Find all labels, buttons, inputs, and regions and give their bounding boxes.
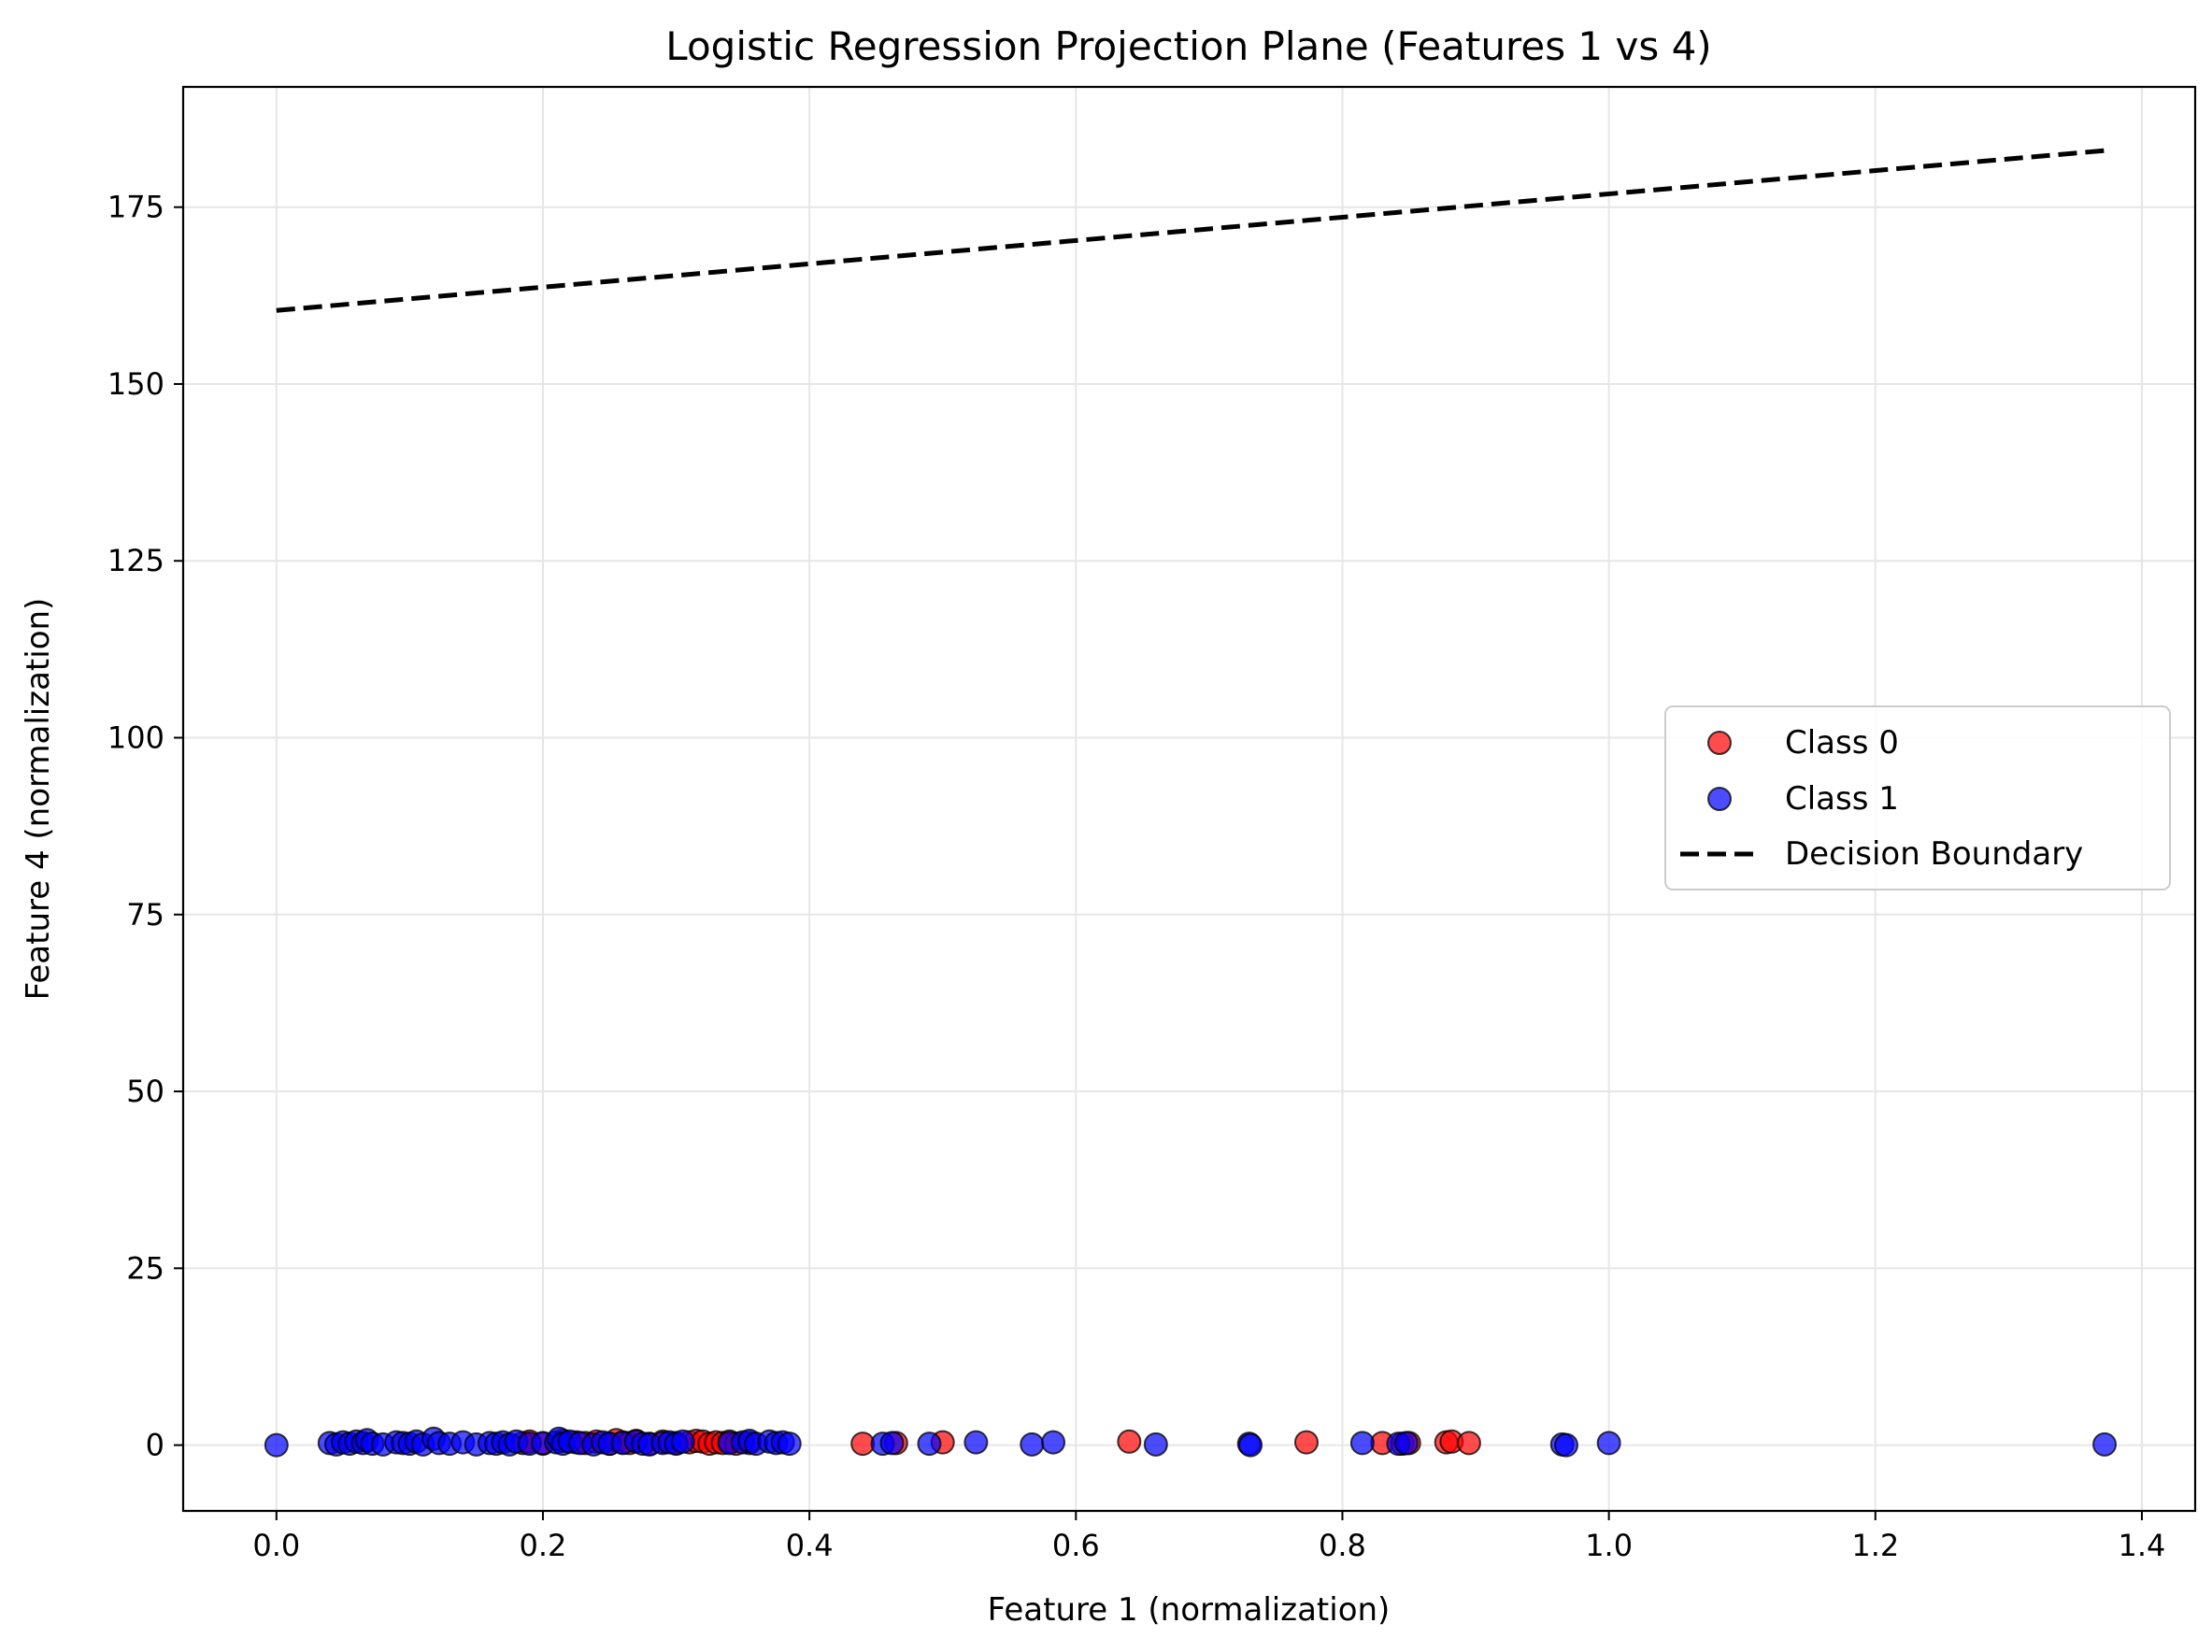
legend-marker-class-1 [1707, 787, 1732, 811]
x-tick-label: 0.4 [786, 1528, 834, 1563]
scatter-point-class-1 [1393, 1431, 1419, 1456]
scatter-point-class-0 [1293, 1430, 1319, 1455]
x-axis-label: Feature 1 (normalization) [988, 1591, 1391, 1629]
scatter-point-class-1 [1554, 1432, 1579, 1458]
decision-boundary-line [276, 148, 2105, 313]
x-tick-label: 0.0 [252, 1528, 300, 1563]
scatter-point-class-0 [1456, 1431, 1481, 1456]
y-tick-label: 150 [107, 366, 164, 402]
scatter-points [264, 1426, 2118, 1458]
y-axis-label: Feature 4 (normalization) [20, 598, 57, 1001]
scatter-point-class-1 [1020, 1431, 1045, 1457]
y-tick-label: 0 [146, 1428, 164, 1463]
x-tick-label: 1.4 [2119, 1528, 2166, 1563]
x-tick-label: 0.2 [520, 1528, 567, 1563]
legend-marker-class-0 [1707, 731, 1732, 755]
legend-label-class-0: Class 0 [1785, 724, 1899, 762]
legend-label-class-1: Class 1 [1785, 780, 1899, 818]
x-tick-label: 1.0 [1585, 1528, 1633, 1563]
legend: Class 0 Class 1 Decision Boundary [1664, 705, 2171, 890]
x-tick-label: 0.8 [1319, 1528, 1366, 1563]
x-tick-label: 0.6 [1052, 1528, 1100, 1563]
scatter-point-class-1 [670, 1429, 695, 1454]
scatter-point-class-0 [1117, 1429, 1142, 1454]
y-axis-ticks: 0 25 50 75 100 125 150 175 [107, 190, 183, 1463]
y-tick-label: 125 [107, 543, 164, 578]
decision-boundary-layer [276, 148, 2105, 313]
y-tick-label: 50 [126, 1074, 164, 1109]
scatter-point-class-1 [1238, 1432, 1263, 1458]
y-tick-label: 100 [107, 720, 164, 756]
y-tick-label: 25 [126, 1250, 164, 1286]
chart-title: Logistic Regression Projection Plane (Fe… [665, 23, 1711, 69]
scatter-point-class-1 [1349, 1431, 1375, 1456]
legend-box [1664, 705, 2171, 890]
y-tick-label: 75 [126, 897, 164, 933]
y-tick-label: 175 [107, 190, 164, 225]
scatter-point-class-1 [2092, 1431, 2118, 1457]
scatter-point-class-1 [917, 1431, 942, 1457]
scatter-point-class-1 [264, 1432, 289, 1458]
x-axis-ticks: 0.0 0.2 0.4 0.6 0.8 1.0 1.2 1.4 [252, 1511, 2165, 1563]
x-tick-label: 1.2 [1851, 1528, 1899, 1563]
scatter-point-class-1 [1143, 1431, 1168, 1457]
scatter-point-class-1 [963, 1430, 989, 1455]
legend-label-decision-boundary: Decision Boundary [1785, 835, 2083, 873]
scatter-point-class-1 [1596, 1431, 1621, 1456]
scatter-point-class-1 [777, 1431, 802, 1457]
scatter-point-class-1 [879, 1431, 905, 1456]
scatter-point-class-1 [1041, 1430, 1066, 1455]
plot-frame [181, 85, 2197, 1513]
